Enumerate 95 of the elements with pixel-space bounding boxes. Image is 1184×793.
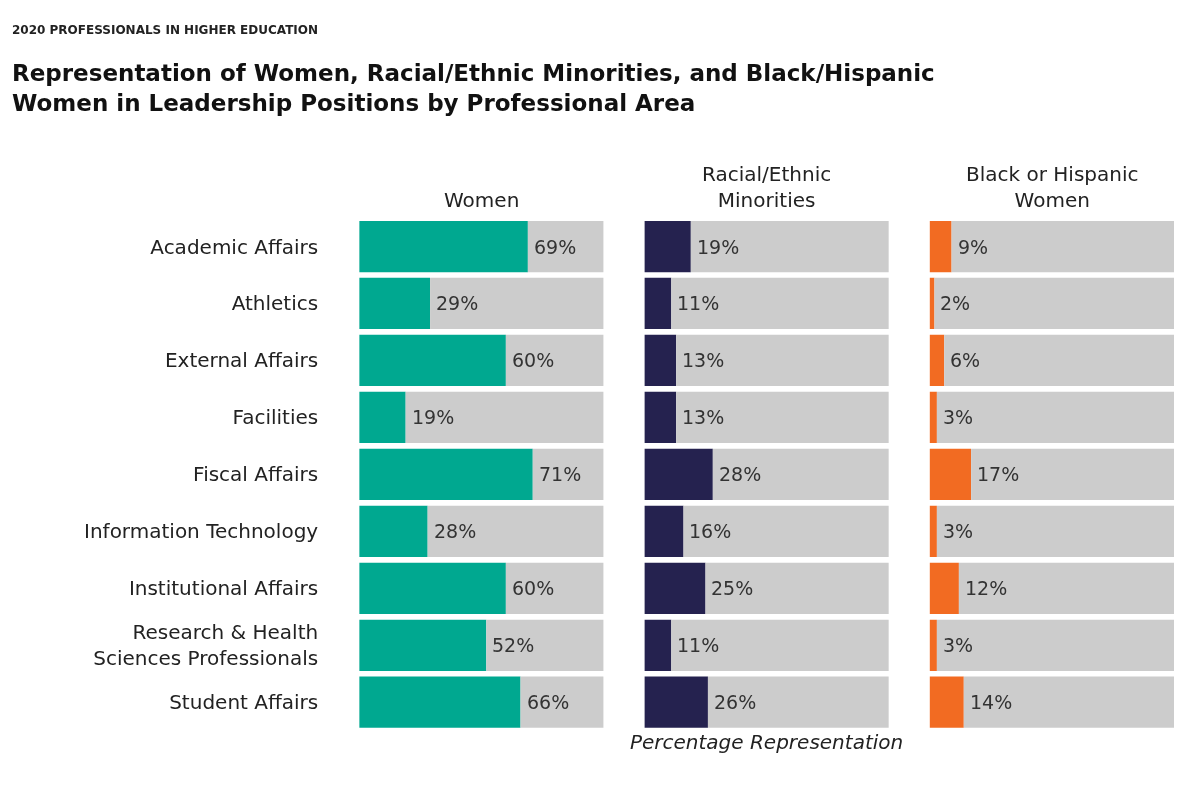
y-tick-label: Academic Affairs xyxy=(150,234,319,259)
data-label: 71% xyxy=(539,463,582,485)
text: 2020 PROFESSIONALS IN HIGHER EDUCATION xyxy=(12,23,319,37)
bar xyxy=(690,220,889,273)
bar xyxy=(644,505,684,557)
series-label: Women xyxy=(444,188,520,212)
chart-title: Representation of Women, Racial/Ethnic Minorities, and Black/Hispanic Women in Leadership Positions by Professional Area xyxy=(12,60,935,116)
bar xyxy=(427,505,604,557)
bar xyxy=(936,391,1174,444)
bar xyxy=(644,277,672,330)
data-label: 17% xyxy=(977,463,1020,485)
bar xyxy=(929,334,945,387)
data-label: 2% xyxy=(940,292,971,314)
data-label: 13% xyxy=(682,406,725,428)
bar xyxy=(705,562,889,614)
bar xyxy=(532,448,604,501)
data-label: 28% xyxy=(434,520,477,542)
bar xyxy=(707,676,889,728)
data-label: 12% xyxy=(965,577,1008,599)
bar xyxy=(359,619,487,671)
bar xyxy=(644,562,706,614)
data-label: 69% xyxy=(534,236,577,258)
bar xyxy=(505,334,604,387)
data-label: 19% xyxy=(412,406,455,428)
bar xyxy=(929,676,964,728)
data-label: 3% xyxy=(943,406,974,428)
data-label: 19% xyxy=(697,236,740,258)
bar xyxy=(929,220,952,273)
bar xyxy=(505,562,604,614)
bar xyxy=(405,391,604,444)
bar xyxy=(359,277,431,330)
y-tick-label: Fiscal Affairs xyxy=(193,462,319,487)
data-label: 3% xyxy=(943,520,974,542)
data-label: 11% xyxy=(677,634,720,656)
data-label: 60% xyxy=(512,349,555,371)
bar xyxy=(929,505,937,557)
bar xyxy=(359,448,533,501)
data-label: 66% xyxy=(527,691,570,713)
bar xyxy=(951,220,1174,273)
data-label: 28% xyxy=(719,463,762,485)
bar xyxy=(359,562,506,614)
bar xyxy=(929,619,937,671)
bar xyxy=(644,391,677,444)
bar xyxy=(929,448,972,501)
y-tick-label: Information Technology xyxy=(84,519,319,544)
bar xyxy=(359,220,528,273)
series-label: Black or Hispanic Women xyxy=(966,162,1139,212)
y-tick-label: Facilities xyxy=(232,405,319,430)
bar xyxy=(644,334,677,387)
bar xyxy=(644,220,691,273)
data-label: 6% xyxy=(950,349,981,371)
bar xyxy=(359,391,406,444)
bar xyxy=(486,619,604,671)
bar xyxy=(958,562,1174,614)
bar xyxy=(359,676,521,728)
data-label: 52% xyxy=(492,634,535,656)
bar xyxy=(644,676,708,728)
data-label: 26% xyxy=(714,691,757,713)
bar xyxy=(676,334,889,387)
y-tick-label: Student Affairs xyxy=(169,690,319,715)
bar xyxy=(676,391,889,444)
bar xyxy=(963,676,1174,728)
data-label: 3% xyxy=(943,634,974,656)
bar xyxy=(929,391,937,444)
data-label: 25% xyxy=(711,577,754,599)
data-label: 13% xyxy=(682,349,725,371)
bar xyxy=(712,448,889,501)
bar xyxy=(671,619,889,671)
bar xyxy=(644,448,713,501)
data-label: 60% xyxy=(512,577,555,599)
bar xyxy=(683,505,889,557)
bar xyxy=(944,334,1174,387)
y-tick-label: Institutional Affairs xyxy=(128,576,319,601)
y-tick-label: External Affairs xyxy=(164,348,319,373)
bar xyxy=(430,277,604,330)
data-label: 16% xyxy=(689,520,732,542)
series-label: Racial/Ethnic Minorities xyxy=(702,162,832,212)
bar xyxy=(929,562,959,614)
x-axis-title: Percentage Representation xyxy=(629,730,904,755)
bar xyxy=(936,505,1174,557)
data-label: 29% xyxy=(436,292,479,314)
bar xyxy=(359,505,428,557)
data-label: 11% xyxy=(677,292,720,314)
bar xyxy=(359,334,506,387)
y-tick-label: Research & Health Sciences Professionals xyxy=(93,620,319,671)
bar xyxy=(644,619,672,671)
bar xyxy=(936,619,1174,671)
bar xyxy=(671,277,889,330)
bar xyxy=(520,676,604,728)
bar xyxy=(527,220,604,273)
data-label: 14% xyxy=(970,691,1013,713)
y-tick-label: Athletics xyxy=(231,291,319,316)
bar xyxy=(971,448,1174,501)
bar xyxy=(934,277,1174,330)
data-label: 9% xyxy=(958,236,989,258)
